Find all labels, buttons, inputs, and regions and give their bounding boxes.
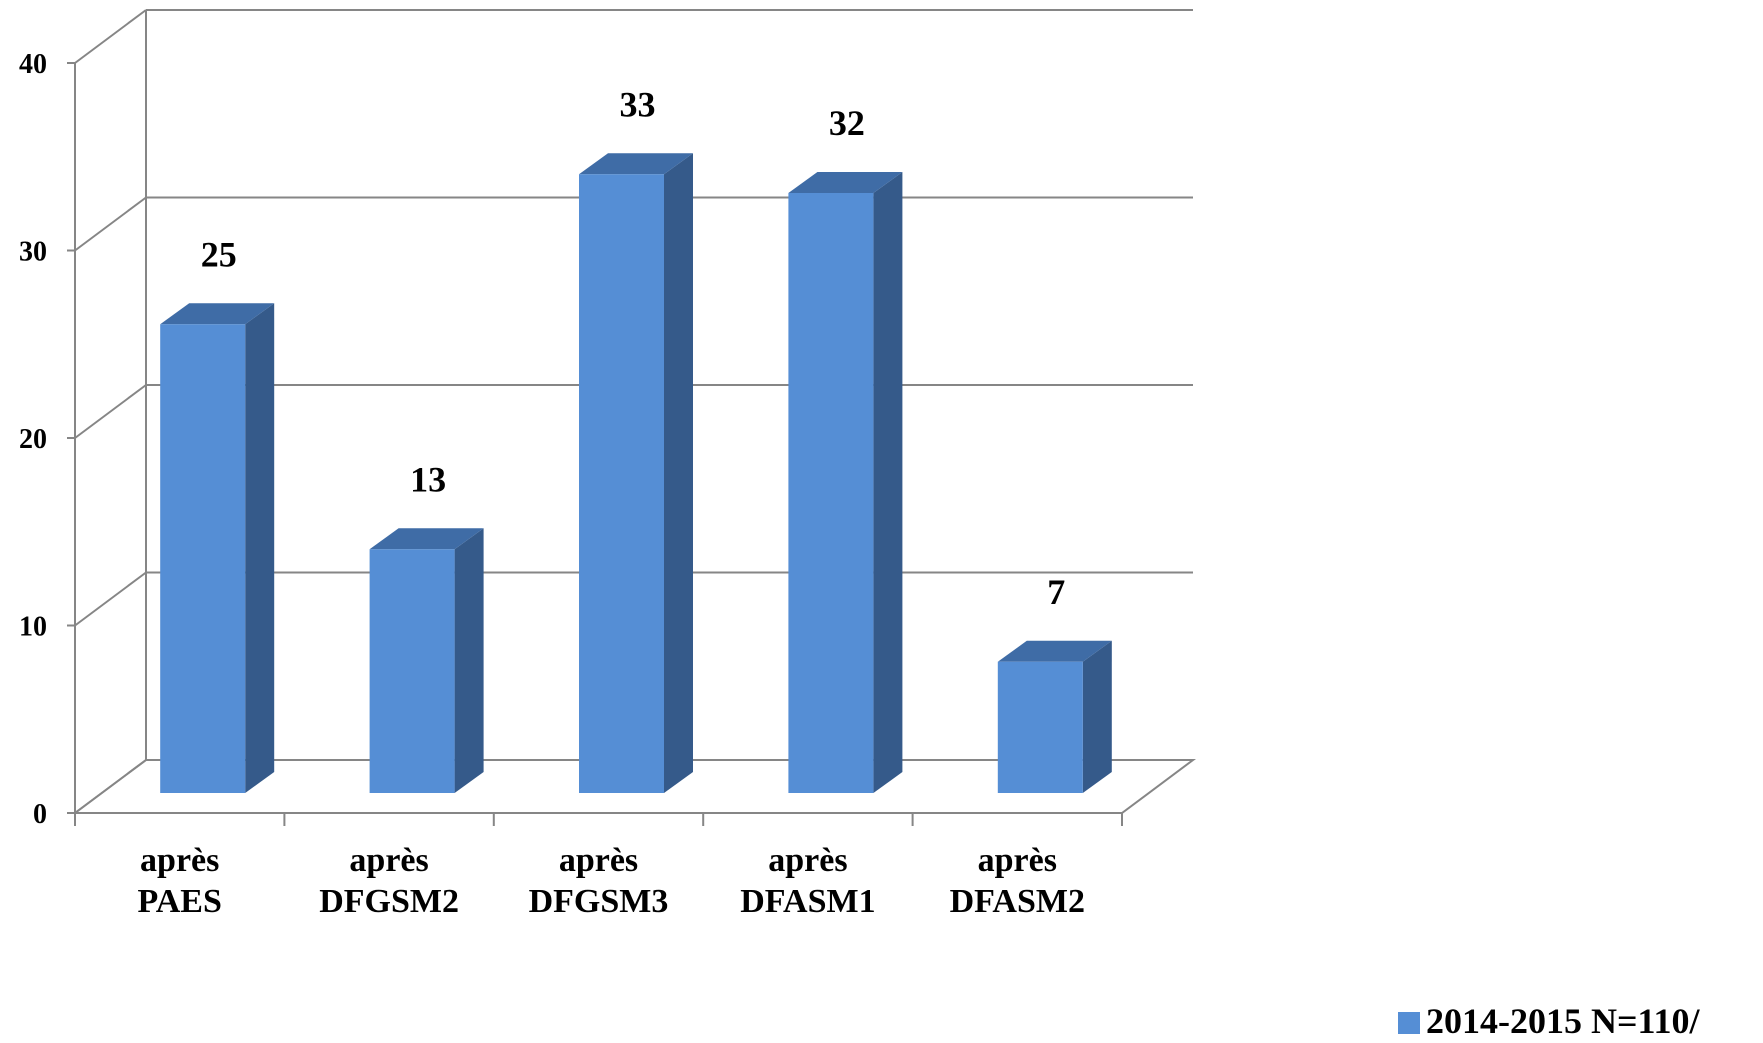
bar-top: [997, 640, 1112, 662]
chart-floor: [71, 759, 1197, 814]
data-label: 32: [829, 103, 865, 143]
bar-side: [245, 303, 275, 793]
bar: [160, 303, 275, 793]
side-gridline-40: [74, 9, 147, 64]
bar-side: [873, 172, 903, 793]
x-tick-label: après: [978, 842, 1057, 879]
bar-side: [664, 153, 693, 793]
x-tick-label: après: [768, 842, 847, 879]
chart-labels: 0 10 20 30 40 25 après PAES 13 après DFGSM2 33 après…: [19, 49, 1085, 920]
y-tick-label: 10: [19, 612, 47, 643]
x-tick-label: PAES: [138, 883, 222, 920]
bar-top: [369, 528, 484, 550]
bar-front: [369, 549, 455, 793]
x-tick-label: DFASM1: [740, 883, 875, 920]
legend: 2014-2015 N=110/: [1398, 1003, 1700, 1039]
data-label: 7: [1047, 572, 1065, 612]
chart-axes: [67, 10, 1123, 826]
chart-bars: [160, 153, 1112, 793]
legend-label: 2014-2015 N=110/: [1426, 1001, 1700, 1041]
legend-swatch: [1398, 1012, 1420, 1034]
data-label: 25: [201, 234, 237, 274]
side-gridline-30: [74, 196, 147, 252]
y-tick-label: 0: [33, 799, 47, 830]
x-tick-label: DFGSM3: [529, 883, 669, 920]
data-label: 33: [620, 84, 656, 124]
data-label: 13: [410, 459, 446, 499]
bar-top: [579, 153, 693, 175]
side-gridline-10: [74, 571, 147, 627]
bar: [579, 153, 693, 793]
bar-front: [579, 174, 664, 793]
x-tick-label: après: [559, 842, 638, 879]
y-tick-label: 30: [19, 237, 47, 268]
bar-front: [160, 324, 246, 793]
x-tick-label: après: [349, 842, 428, 879]
bar-top: [788, 172, 903, 193]
x-tick-label: après: [140, 842, 219, 879]
bar-side: [1082, 640, 1112, 793]
bar: [788, 172, 903, 793]
bar-top: [160, 303, 275, 325]
x-tick-label: DFGSM2: [319, 883, 459, 920]
y-tick-label: 20: [19, 424, 47, 455]
bar: [997, 640, 1112, 793]
x-tick-label: DFASM2: [950, 883, 1085, 920]
bar: [369, 528, 484, 793]
side-gridline-20: [74, 384, 147, 439]
bar-front: [997, 661, 1083, 793]
bar-side: [454, 528, 484, 793]
y-tick-label: 40: [19, 49, 47, 80]
bar-front: [788, 193, 874, 793]
